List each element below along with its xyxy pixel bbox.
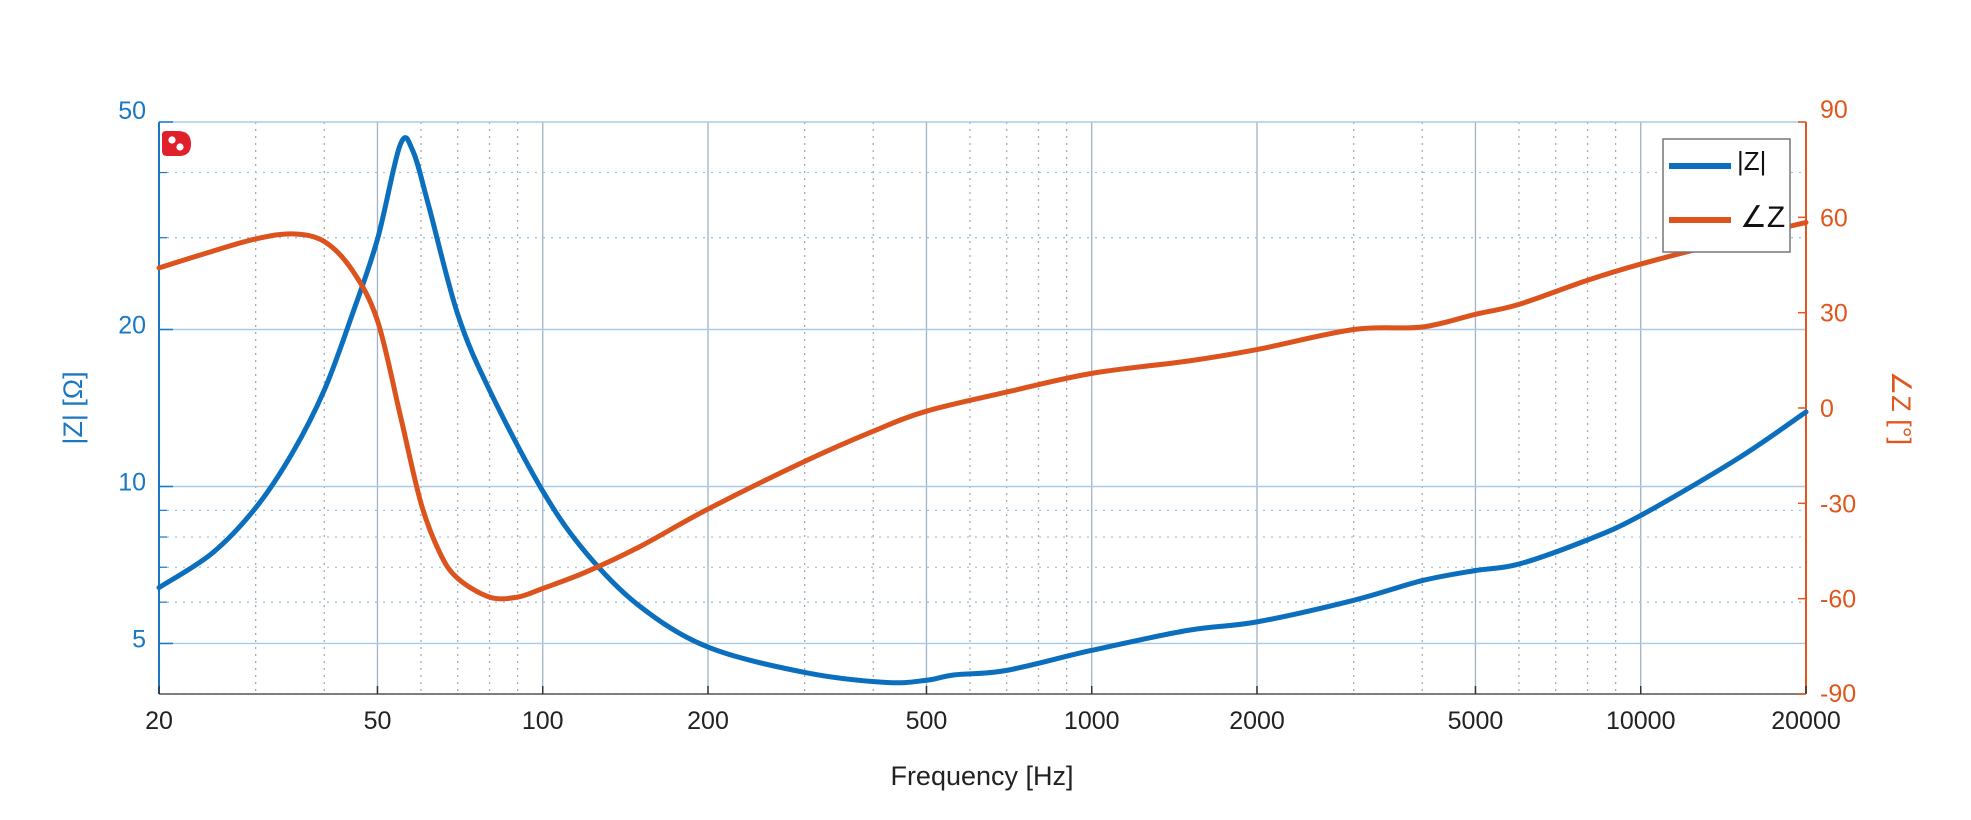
y-right-tick-label: -60	[1820, 586, 1856, 614]
x-tick-label: 20	[145, 707, 173, 735]
x-tick-label: 20000	[1771, 707, 1841, 735]
x-tick-label: 2000	[1229, 707, 1285, 735]
y-left-tick-label: 10	[118, 468, 146, 496]
y-left-tick-label: 20	[118, 312, 146, 340]
y-right-axis-title: ∠Z [°]	[1886, 371, 1916, 445]
y-right-tick-label: 90	[1820, 96, 1848, 124]
tick-labels: 20 50 100 200 500 1000 2000 5000 10000 2000051020…	[118, 96, 1856, 735]
grid	[158, 121, 1807, 695]
x-tick-label: 10000	[1606, 707, 1676, 735]
y-left-axis-title: |Z| [Ω]	[58, 371, 88, 444]
y-right-tick-label: -90	[1820, 680, 1856, 708]
x-tick-label: 50	[364, 707, 392, 735]
y-left-tick-label: 50	[118, 97, 146, 125]
series-line-phase	[156, 219, 1809, 602]
x-tick-label: 100	[522, 707, 564, 735]
legend-label-phase: ∠Z	[1740, 201, 1785, 234]
y-right-tick-label: 30	[1820, 300, 1848, 328]
y-right-tick-label: -30	[1820, 490, 1856, 518]
y-right-tick-label: 0	[1820, 395, 1834, 423]
x-axis-title: Frequency [Hz]	[890, 761, 1073, 791]
red-dots-logo-icon	[162, 131, 191, 156]
legend: |Z| ∠Z	[1662, 138, 1791, 253]
axes	[158, 121, 1807, 695]
legend-label-magnitude: |Z|	[1737, 146, 1766, 176]
y-right-tick-label: 60	[1820, 204, 1848, 232]
x-tick-label: 5000	[1448, 707, 1504, 735]
x-tick-label: 1000	[1064, 707, 1120, 735]
x-tick-label: 200	[687, 707, 729, 735]
series-lines	[156, 135, 1809, 686]
series-line-magnitude	[156, 135, 1809, 686]
y-left-tick-label: 5	[132, 625, 146, 653]
x-tick-label: 500	[906, 707, 948, 735]
